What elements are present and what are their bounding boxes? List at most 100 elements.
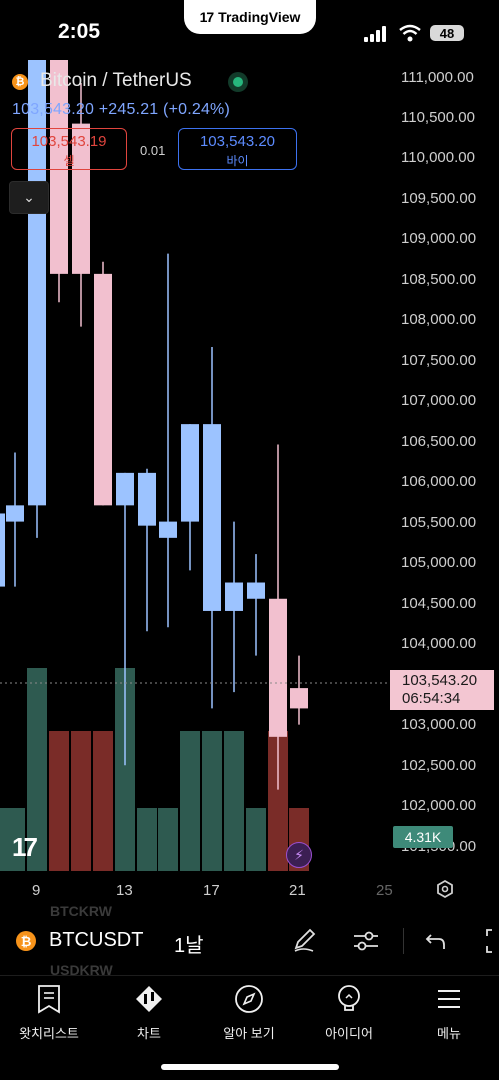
fullscreen-icon[interactable] xyxy=(484,928,499,954)
cellular-signal-icon xyxy=(364,26,386,42)
volume-bar xyxy=(5,808,25,871)
nav-menu[interactable]: 메뉴 xyxy=(404,982,494,1042)
tradingview-logo-icon: 17 xyxy=(199,9,215,25)
x-tick-label: 21 xyxy=(289,882,306,899)
volume-bar xyxy=(0,808,6,871)
wifi-icon xyxy=(399,24,421,42)
brand-name: TradingView xyxy=(218,9,301,25)
buy-price: 103,543.20 xyxy=(199,133,276,150)
last-price-tag: 103,543.20 06:54:34 xyxy=(390,670,494,710)
btc-symbol-icon: ₿ xyxy=(16,931,36,951)
candle-body xyxy=(28,60,46,506)
tradingview-watermark-icon: 17 xyxy=(12,832,38,862)
volume-bar xyxy=(115,668,135,871)
last-price-value: 103,543.20 xyxy=(402,672,478,689)
volume-bar xyxy=(202,731,222,871)
sliders-icon[interactable] xyxy=(352,928,380,954)
candle-body xyxy=(138,472,156,526)
price-axis-label: 102,500.00 xyxy=(401,757,477,774)
symbol-title[interactable]: Bitcoin / TetherUS xyxy=(40,70,192,91)
volume-bar xyxy=(246,808,266,871)
candle-body xyxy=(94,273,112,506)
candle-body xyxy=(72,123,90,274)
candle-body xyxy=(6,505,24,522)
sell-price: 103,543.19 xyxy=(31,133,107,150)
tradingview-pill[interactable]: 17 TradingView xyxy=(184,0,316,34)
candle-body xyxy=(225,582,243,611)
candle-body xyxy=(50,60,68,274)
price-axis-label: 102,000.00 xyxy=(401,797,477,814)
sell-label: 셀 xyxy=(63,154,75,168)
pencil-icon[interactable] xyxy=(291,926,319,954)
undo-icon[interactable] xyxy=(425,930,447,952)
nav-label: 왓치리스트 xyxy=(19,1026,79,1041)
volume-bar xyxy=(137,808,157,871)
volume-bar xyxy=(180,731,200,871)
price-axis-label: 103,000.00 xyxy=(401,716,477,733)
toolbar-divider xyxy=(403,928,404,954)
nav-divider xyxy=(0,975,499,976)
price-axis-label: 108,000.00 xyxy=(401,311,477,328)
price-axis-label: 106,500.00 xyxy=(401,433,477,450)
candle-body xyxy=(290,688,308,709)
collapse-chevron-icon[interactable]: ⌄ xyxy=(9,181,49,214)
price-axis-label: 104,500.00 xyxy=(401,595,477,612)
price-axis-label: 111,000.00 xyxy=(401,69,474,86)
price-axis-label: 109,500.00 xyxy=(401,190,477,207)
sell-button[interactable]: 103,543.19 셀 xyxy=(11,128,127,170)
price-axis-label: 106,000.00 xyxy=(401,473,477,490)
candle-body xyxy=(0,513,5,587)
spread-value: 0.01 xyxy=(140,143,166,158)
volume-bar xyxy=(224,731,244,871)
volume-bar xyxy=(27,668,47,871)
nav-label: 아이디어 xyxy=(325,1026,373,1041)
market-open-indicator-icon xyxy=(228,72,248,92)
price-change-line: 103,543.20 +245.21 (+0.24%) xyxy=(12,101,231,118)
nav-watchlist[interactable]: 왓치리스트 xyxy=(4,982,94,1042)
price-axis-label: 107,500.00 xyxy=(401,352,477,369)
interval-selector[interactable]: 1날 xyxy=(174,935,204,957)
nav-ideas[interactable]: 아이디어 xyxy=(304,982,394,1042)
compass-icon xyxy=(235,985,263,1013)
symbol-selector[interactable]: BTCUSDT xyxy=(49,929,144,951)
price-axis-label: 109,000.00 xyxy=(401,230,477,247)
nav-label: 메뉴 xyxy=(437,1026,461,1041)
price-axis-label: 105,000.00 xyxy=(401,554,477,571)
last-price-line xyxy=(0,682,390,684)
volume-tag: 4.31K xyxy=(393,826,453,848)
price-axis-label: 108,500.00 xyxy=(401,271,477,288)
status-time: 2:05 xyxy=(58,20,101,43)
volume-bar xyxy=(49,731,69,871)
price-axis-label: 104,000.00 xyxy=(401,635,477,652)
candle-body xyxy=(203,424,221,611)
nav-explore[interactable]: 알아 보기 xyxy=(204,982,294,1042)
price-axis-label: 110,500.00 xyxy=(401,109,475,126)
nav-label: 알아 보기 xyxy=(223,1026,275,1041)
lightning-icon[interactable]: ⚡ xyxy=(286,842,312,868)
ghost-symbol: USDKRW xyxy=(50,962,113,978)
volume-bar xyxy=(158,808,178,871)
buy-label: 바이 xyxy=(226,154,249,168)
volume-bar xyxy=(93,731,113,871)
chart-icon xyxy=(136,986,162,1012)
nav-chart[interactable]: 차트 xyxy=(104,982,194,1042)
candle-body xyxy=(181,424,199,522)
bitcoin-coin-icon: ₿ xyxy=(12,74,28,90)
battery-indicator: 48 xyxy=(430,25,464,41)
x-tick-label: 13 xyxy=(116,882,133,899)
candle-body xyxy=(247,582,265,599)
x-tick-label: 17 xyxy=(203,882,220,899)
chart-settings-icon[interactable] xyxy=(435,879,455,899)
price-axis-label: 105,500.00 xyxy=(401,514,477,531)
x-tick-label: 9 xyxy=(32,882,41,899)
price-axis-label: 107,000.00 xyxy=(401,392,477,409)
candlestick-chart[interactable] xyxy=(0,60,390,875)
candle-body xyxy=(116,472,134,506)
candle-countdown: 06:54:34 xyxy=(402,690,461,707)
nav-label: 차트 xyxy=(137,1026,161,1041)
home-indicator xyxy=(161,1064,339,1070)
watchlist-icon xyxy=(38,985,60,1014)
buy-button[interactable]: 103,543.20 바이 xyxy=(178,128,297,170)
volume-bar xyxy=(71,731,91,871)
candle-body xyxy=(159,521,177,538)
